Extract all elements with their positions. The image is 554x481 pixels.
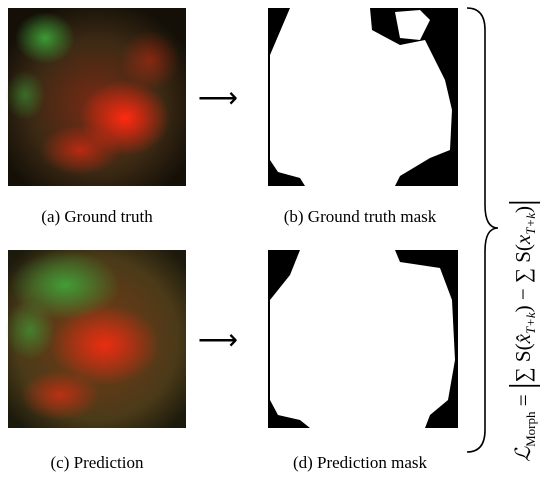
figure: (a) Ground truth (b) Ground truth mask (…	[0, 0, 554, 476]
eq-bar: |	[504, 382, 541, 389]
ground-truth-mask	[268, 8, 458, 186]
prediction-image	[5, 250, 186, 428]
caption: (d) Prediction mask	[293, 453, 428, 472]
caption: (b) Ground truth mask	[284, 207, 437, 226]
eq-sub: Morph	[523, 411, 538, 447]
caption: (c) Prediction	[51, 453, 144, 472]
eq-part: ) − ∑ S(	[511, 244, 535, 312]
eq-sub: T+k	[523, 213, 538, 235]
ground-truth-image	[5, 8, 186, 186]
equation: ℒMorph = |∑ S(x̂T+k) − ∑ S(xT+k)|	[504, 199, 541, 462]
brace	[467, 8, 498, 452]
eq-symbol: ℒ	[511, 446, 535, 462]
eq-part: =	[511, 389, 535, 411]
eq-part: )	[511, 206, 535, 213]
prediction-mask	[268, 250, 458, 428]
eq-bar: |	[504, 199, 541, 206]
eq-sub: T+k	[523, 312, 538, 334]
arrow: ⟶	[198, 325, 238, 356]
arrow: ⟶	[198, 83, 238, 114]
eq-part: ∑ S(	[511, 343, 535, 382]
caption: (a) Ground truth	[41, 207, 153, 226]
